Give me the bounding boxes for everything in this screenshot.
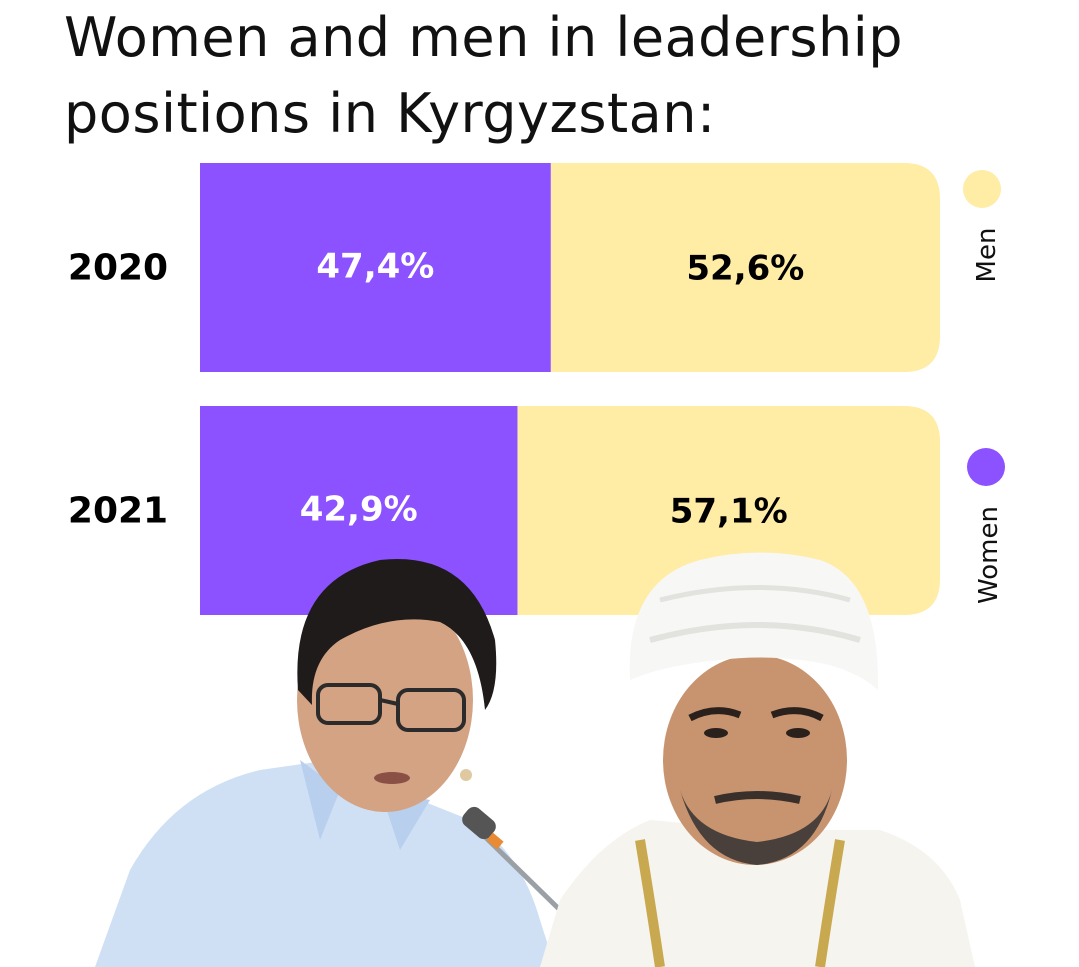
legend-swatch-men: [963, 170, 1001, 208]
legend-label-men: Men: [972, 228, 1002, 283]
bar-men-2020: [550, 163, 940, 372]
chart-title: Women and men in leadership positions in…: [64, 6, 904, 145]
woman-photo: [95, 559, 562, 967]
imam-photo: [540, 552, 975, 967]
bar-women-2020: [200, 163, 551, 372]
legend-label-women: Women: [974, 506, 1004, 604]
year-label-2020: 2020: [68, 248, 168, 289]
legend: Men Women: [963, 170, 1005, 604]
year-label-2021: 2021: [68, 491, 168, 532]
value-label-women-2021: 42,9%: [300, 490, 418, 530]
bar-men-2021: [517, 406, 940, 615]
value-label-women-2020: 47,4%: [316, 247, 434, 287]
value-label-men-2021: 57,1%: [670, 492, 788, 532]
value-label-men-2020: 52,6%: [686, 249, 804, 289]
legend-swatch-women: [967, 448, 1005, 486]
